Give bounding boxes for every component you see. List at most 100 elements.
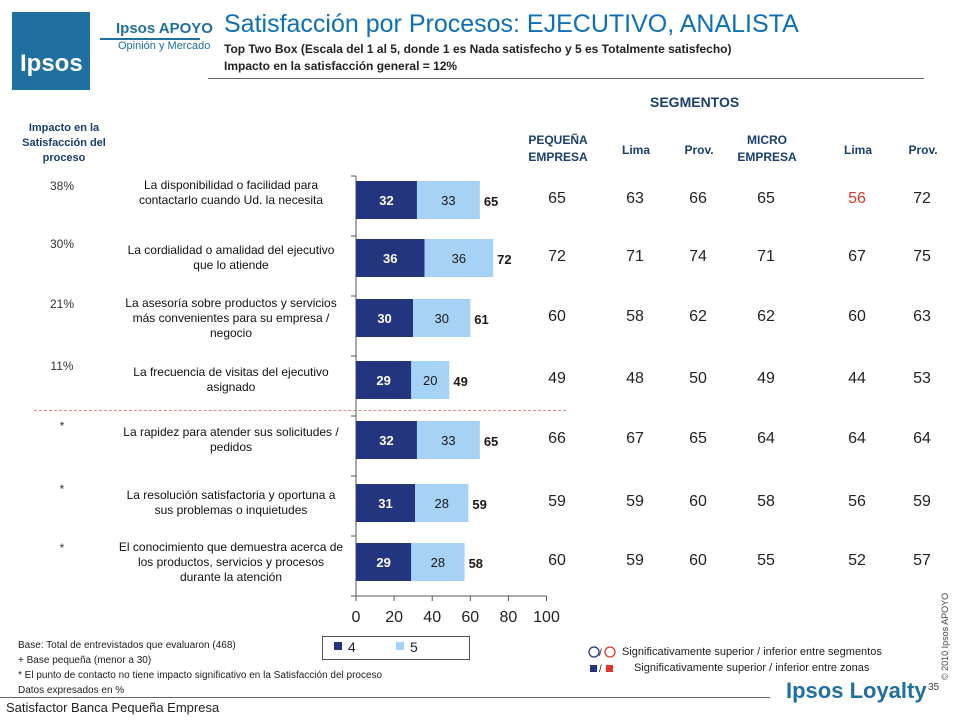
segment-value: 60 bbox=[848, 308, 866, 325]
x-tick-label: 20 bbox=[385, 609, 403, 626]
segment-value: 66 bbox=[548, 430, 566, 447]
data-label-series-5: 20 bbox=[423, 373, 437, 388]
segment-value: 49 bbox=[548, 370, 566, 387]
category-label: El conocimiento que demuestra acerca de … bbox=[118, 539, 344, 584]
category-label: La rapidez para atender sus solicitudes … bbox=[123, 425, 339, 454]
x-tick-label: 100 bbox=[533, 609, 560, 626]
segment-value: 62 bbox=[689, 308, 707, 325]
data-label-series-4: 30 bbox=[377, 311, 391, 326]
data-label-series-5: 33 bbox=[441, 433, 455, 448]
data-label-series-5: 33 bbox=[441, 193, 455, 208]
bar-series-5 bbox=[424, 239, 494, 277]
segment-value: 56 bbox=[848, 190, 866, 207]
segment-value: 65 bbox=[689, 430, 707, 447]
segment-value: 50 bbox=[689, 370, 707, 387]
brand-tagline: Opinión y Mercado bbox=[118, 40, 211, 52]
page-subtitle: Top Two Box (Escala del 1 al 5, donde 1 … bbox=[224, 42, 732, 56]
segment-value: 53 bbox=[913, 370, 931, 387]
data-label-series-5: 30 bbox=[434, 311, 448, 326]
impact-value: * bbox=[59, 419, 65, 433]
segment-header-4: Lima bbox=[843, 143, 872, 157]
segment-value: 55 bbox=[757, 552, 775, 569]
segment-value: 60 bbox=[548, 552, 566, 569]
segment-value: 63 bbox=[913, 308, 931, 325]
data-label-series-4: 36 bbox=[383, 251, 397, 266]
impact-value: 30% bbox=[49, 237, 75, 251]
data-label-total: 72 bbox=[497, 252, 511, 267]
segment-value: 65 bbox=[548, 190, 566, 207]
segments-header: SEGMENTOS bbox=[650, 94, 740, 110]
segment-value: 58 bbox=[757, 493, 775, 510]
segment-value: 48 bbox=[626, 370, 644, 387]
data-label-series-5: 28 bbox=[431, 555, 445, 570]
bar-series-4 bbox=[356, 484, 416, 522]
bar-series-5 bbox=[413, 299, 471, 337]
bar-series-4 bbox=[356, 299, 414, 337]
footnote: Datos expresados en % bbox=[18, 685, 125, 696]
bar-series-4 bbox=[356, 181, 417, 219]
category-label: La asesoría sobre productos y servicios … bbox=[125, 295, 337, 340]
segment-value: 63 bbox=[626, 190, 644, 207]
data-label-series-4: 32 bbox=[379, 433, 393, 448]
data-label-total: 49 bbox=[453, 374, 467, 389]
copyright: © 2010 Ipsos APOYO bbox=[940, 592, 950, 680]
impact-overall: Impacto en la satisfacción general = 12% bbox=[224, 59, 458, 73]
impact-value: 38% bbox=[49, 179, 75, 193]
footnote: Base: Total de entrevistados que evaluar… bbox=[18, 640, 236, 651]
data-label-total: 65 bbox=[484, 434, 498, 449]
segment-value: 75 bbox=[913, 248, 931, 265]
significance-markers: / / bbox=[588, 646, 616, 675]
bar-series-5 bbox=[411, 543, 465, 581]
segment-header-2: Prov. bbox=[684, 143, 714, 157]
category-label: La disponibilidad o facilidad para conta… bbox=[138, 177, 324, 207]
square-low-icon bbox=[606, 665, 613, 672]
legend-swatch bbox=[396, 642, 404, 650]
impact-value: * bbox=[59, 482, 65, 496]
segment-value: 67 bbox=[626, 430, 644, 447]
data-label-series-4: 32 bbox=[379, 193, 393, 208]
x-tick-label: 0 bbox=[352, 609, 361, 626]
bar-series-5 bbox=[415, 484, 469, 522]
bar-series-5 bbox=[416, 421, 480, 459]
x-tick-label: 80 bbox=[500, 609, 518, 626]
title-divider bbox=[208, 78, 924, 79]
x-tick-label: 60 bbox=[461, 609, 479, 626]
footer-divider bbox=[0, 697, 770, 698]
segment-value: 64 bbox=[757, 430, 775, 447]
brand-name: Ipsos APOYO bbox=[116, 20, 213, 37]
legend-label: 4 bbox=[348, 639, 356, 655]
segment-value: 71 bbox=[757, 248, 775, 265]
ipsos-logo bbox=[12, 12, 90, 90]
segment-value: 65 bbox=[757, 190, 775, 207]
segment-value: 74 bbox=[689, 248, 707, 265]
footer-logo: Ipsos Loyalty bbox=[786, 678, 927, 703]
data-label-total: 65 bbox=[484, 194, 498, 209]
segment-value: 56 bbox=[848, 493, 866, 510]
data-label-series-4: 29 bbox=[376, 373, 390, 388]
segment-value: 64 bbox=[913, 430, 931, 447]
impact-value: * bbox=[59, 541, 65, 555]
x-tick-label: 40 bbox=[423, 609, 441, 626]
segment-header-0: PEQUEÑA EMPRESA bbox=[528, 133, 588, 164]
impact-value: 11% bbox=[50, 359, 74, 373]
legend-swatch bbox=[334, 642, 342, 650]
segment-value: 59 bbox=[913, 493, 931, 510]
logo-text: Ipsos bbox=[20, 50, 83, 77]
footnote: * El punto de contacto no tiene impacto … bbox=[18, 670, 383, 681]
bar-series-5 bbox=[416, 181, 480, 219]
data-label-series-4: 31 bbox=[378, 496, 392, 511]
segment-value: 64 bbox=[848, 430, 866, 447]
footnote: + Base pequeña (menor a 30) bbox=[18, 655, 152, 666]
svg-text:/: / bbox=[599, 648, 602, 659]
square-high-icon bbox=[590, 665, 597, 672]
segment-value: 44 bbox=[848, 370, 866, 387]
impact-column-header: Impacto en la Satisfacción del proceso bbox=[22, 122, 106, 164]
page-title: Satisfacción por Procesos: EJECUTIVO, AN… bbox=[224, 10, 799, 38]
circle-low-icon bbox=[604, 646, 616, 658]
category-label: La resolución satisfactoria y oportuna a… bbox=[126, 488, 336, 517]
bar-series-4 bbox=[356, 421, 417, 459]
segment-value: 72 bbox=[913, 190, 931, 207]
segment-value: 72 bbox=[548, 248, 566, 265]
legend bbox=[322, 636, 470, 660]
